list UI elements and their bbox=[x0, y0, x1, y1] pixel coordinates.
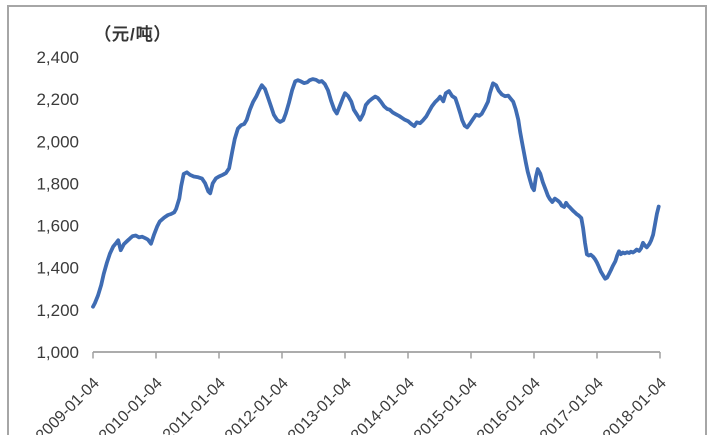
y-tick-label: 2,000 bbox=[36, 132, 79, 151]
x-tick-label: 2015-01-04 bbox=[411, 375, 481, 435]
y-tick-label: 2,400 bbox=[36, 48, 79, 67]
x-tick-label: 2018-01-04 bbox=[600, 375, 670, 435]
x-tick-label: 2010-01-04 bbox=[96, 375, 166, 435]
x-tick-label: 2016-01-04 bbox=[474, 375, 544, 435]
y-tick-label: 1,200 bbox=[36, 301, 79, 320]
x-tick-label: 2011-01-04 bbox=[160, 375, 229, 435]
x-tick-label: 2014-01-04 bbox=[348, 375, 418, 435]
y-tick-label: 2,200 bbox=[36, 90, 79, 109]
x-tick-label: 2009-01-04 bbox=[33, 375, 103, 435]
chart-title: （元/吨） bbox=[94, 25, 172, 44]
price-series-line bbox=[91, 77, 661, 309]
y-tick-label: 1,600 bbox=[36, 217, 79, 236]
y-tick-label: 1,000 bbox=[36, 343, 79, 362]
x-tick-label: 2013-01-04 bbox=[285, 375, 355, 435]
x-tick-label: 2017-01-04 bbox=[537, 375, 607, 435]
x-tick-label: 2012-01-04 bbox=[222, 375, 292, 435]
y-tick-label: 1,800 bbox=[36, 174, 79, 193]
y-tick-label: 1,400 bbox=[36, 259, 79, 278]
